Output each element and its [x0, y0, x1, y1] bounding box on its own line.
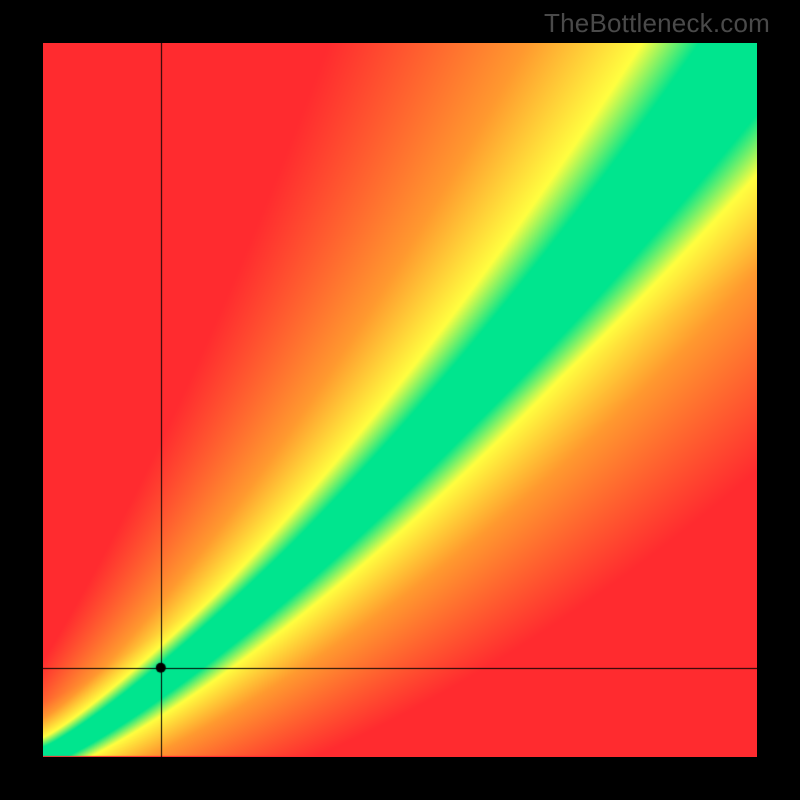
chart-container: TheBottleneck.com	[0, 0, 800, 800]
watermark-text: TheBottleneck.com	[544, 8, 770, 39]
crosshair-overlay	[43, 43, 757, 757]
